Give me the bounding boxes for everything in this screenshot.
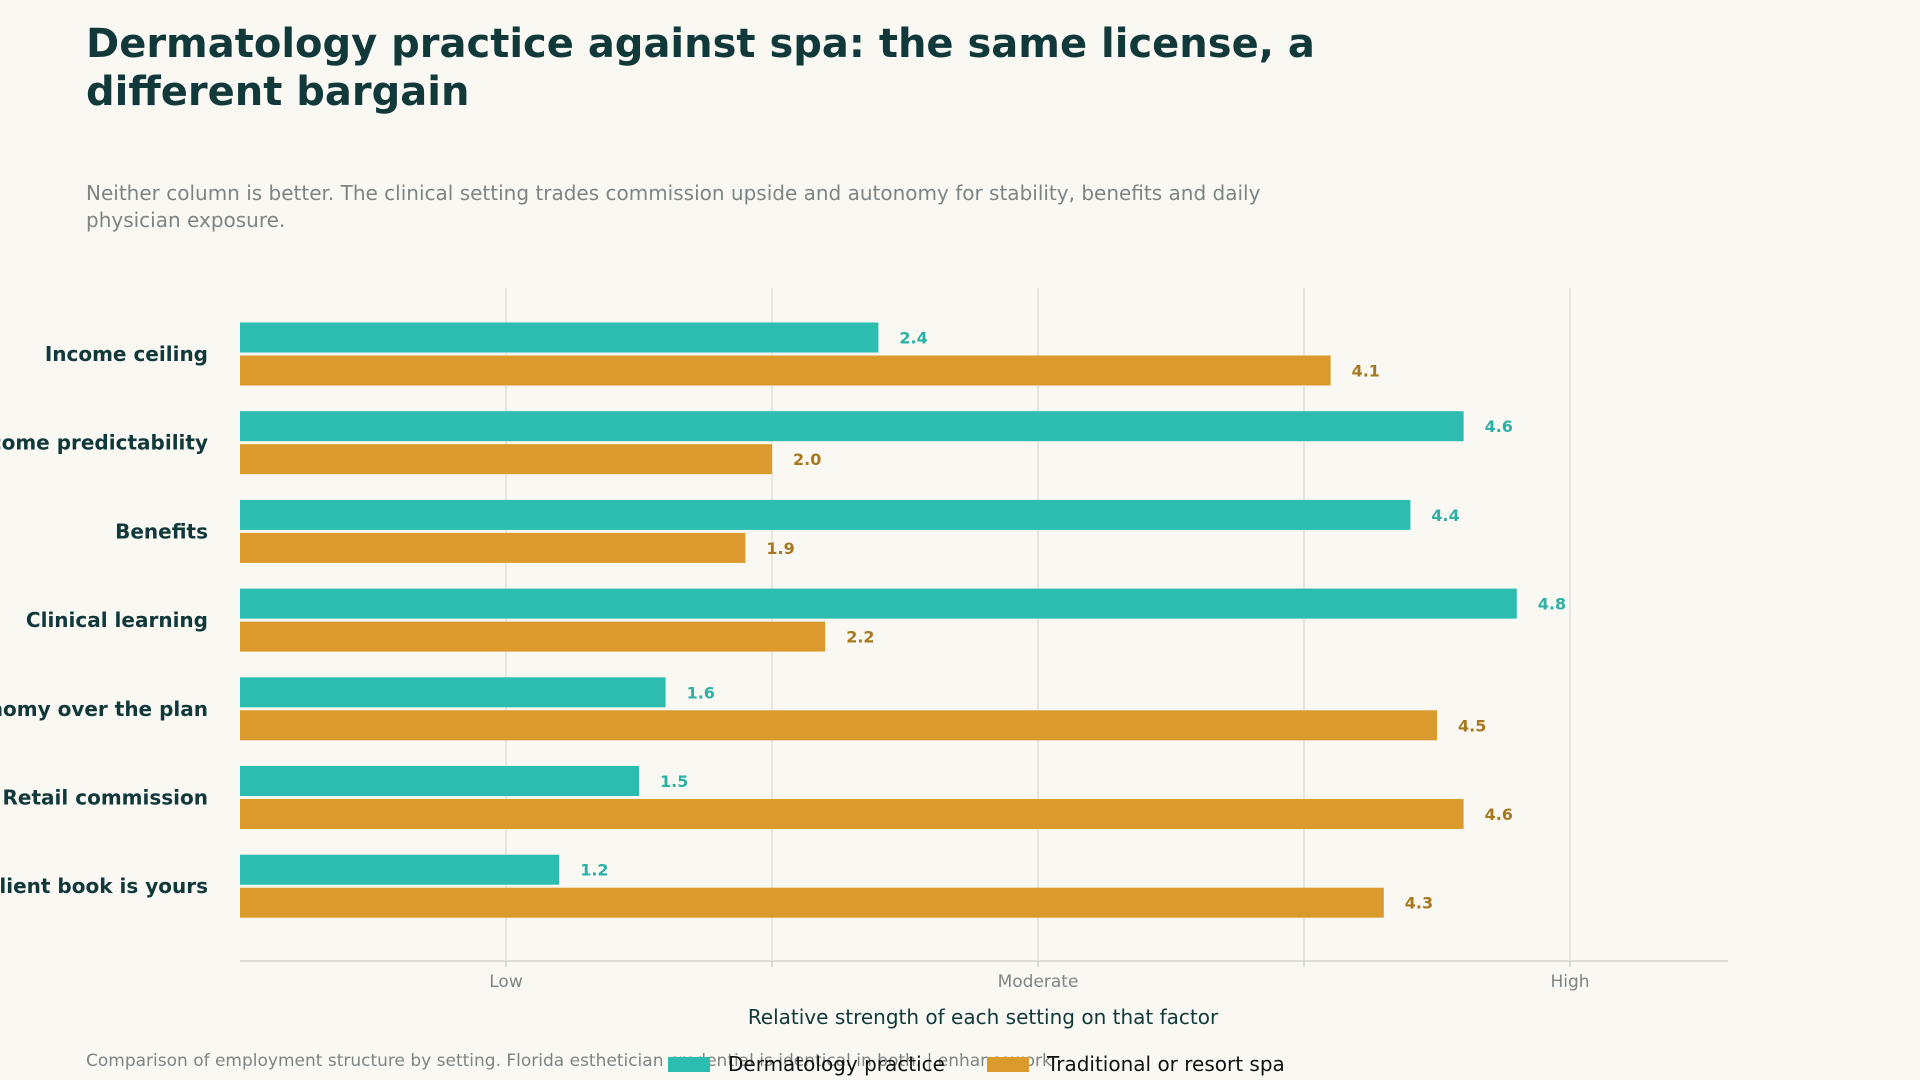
data-label: 1.5 [660, 772, 688, 791]
bar-spa [240, 444, 772, 475]
x-axis-title: Relative strength of each setting on tha… [748, 1005, 1219, 1029]
x-tick-label: Low [489, 972, 523, 992]
bar-spa [240, 887, 1384, 918]
legend: Dermatology practice Traditional or reso… [668, 1052, 1285, 1076]
bar-dermatology [240, 854, 560, 885]
data-label: 4.6 [1485, 417, 1513, 436]
footnote: Comparison of employment structure by se… [86, 1051, 1052, 1071]
data-label: 2.0 [793, 450, 821, 469]
bar-dermatology [240, 411, 1464, 442]
legend-label-dermatology: Dermatology practice [728, 1052, 945, 1076]
data-label: 4.6 [1485, 805, 1513, 824]
data-label: 4.3 [1405, 894, 1433, 913]
data-label: 2.4 [899, 329, 927, 348]
x-tick-label: Moderate [998, 972, 1079, 992]
data-label: 4.1 [1352, 362, 1380, 381]
chart-title: Dermatology practice against spa: the sa… [86, 21, 1315, 115]
bar-dermatology [240, 588, 1517, 619]
category-label: Income predictability [0, 431, 208, 455]
bars [240, 322, 1517, 918]
bar-dermatology [240, 766, 639, 796]
category-label: Clinical learning [26, 608, 208, 632]
category-label: Benefits [115, 519, 208, 543]
data-label: 2.2 [846, 628, 874, 647]
data-label: 4.4 [1431, 506, 1459, 525]
category-label: Client book is yours [0, 874, 208, 898]
data-label: 4.5 [1458, 716, 1486, 735]
legend-item-dermatology: Dermatology practice [668, 1052, 945, 1076]
legend-label-spa: Traditional or resort spa [1046, 1052, 1285, 1076]
legend-swatch-spa [986, 1056, 1029, 1072]
legend-swatch-dermatology [668, 1056, 710, 1072]
data-label: 1.6 [687, 683, 715, 702]
category-label: Autonomy over the plan [0, 697, 208, 721]
data-label: 1.9 [766, 539, 794, 558]
data-label: 1.2 [580, 861, 608, 880]
labels: Low Moderate High Income ceiling 2.4 4.1 Incom… [0, 329, 1590, 993]
bar-dermatology [240, 499, 1411, 530]
bar-spa [240, 710, 1437, 741]
bar-dermatology [240, 677, 666, 708]
x-tick-label: High [1550, 972, 1589, 992]
bar-spa [240, 799, 1464, 829]
bar-spa [240, 621, 826, 652]
bar-dermatology [240, 322, 879, 353]
legend-item-spa: Traditional or resort spa [986, 1052, 1285, 1076]
data-label: 4.8 [1538, 595, 1566, 614]
category-label: Income ceiling [45, 342, 208, 366]
chart-subtitle: Neither column is better. The clinical s… [86, 181, 1261, 232]
bar-spa [240, 532, 746, 563]
category-label: Retail commission [3, 786, 208, 810]
bar-spa [240, 355, 1331, 386]
